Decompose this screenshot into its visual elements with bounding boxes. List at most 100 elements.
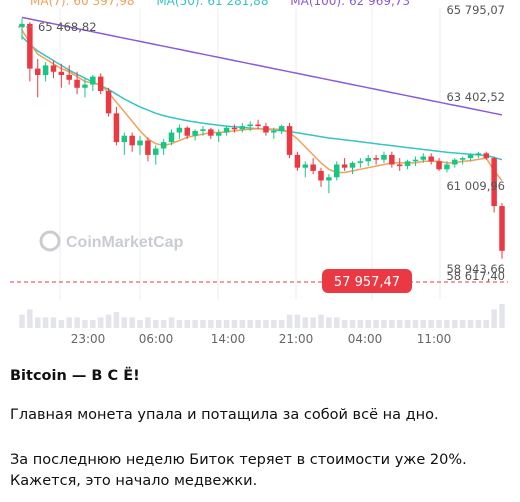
candle-up <box>452 158 458 168</box>
volume-bar <box>412 320 419 328</box>
candle-down <box>373 154 379 165</box>
candles <box>19 18 505 259</box>
candle-up <box>168 129 175 146</box>
volume-bar <box>82 320 88 328</box>
candle-up <box>475 151 482 159</box>
candle-body <box>168 132 175 143</box>
candle-body <box>82 84 88 88</box>
candle-body <box>113 113 120 143</box>
volume-bar <box>420 320 427 328</box>
candle-body <box>420 156 427 160</box>
candle-body <box>491 158 497 207</box>
candle-body <box>160 142 167 149</box>
candle-body <box>215 132 222 136</box>
post-title: Bitcoin — В С Ё! <box>10 368 140 384</box>
candle-down <box>105 87 112 117</box>
candle-down <box>310 158 316 175</box>
candle-up <box>42 62 49 82</box>
volume-bar <box>184 320 190 328</box>
candle-body <box>200 129 206 131</box>
ma7-legend: MA(7): 60 397,98 <box>30 0 135 8</box>
volume-bar <box>223 320 230 328</box>
candle-body <box>184 127 190 136</box>
candle-up <box>271 127 277 139</box>
candle-body <box>444 164 450 170</box>
candle-body <box>176 127 183 133</box>
candle-body <box>318 170 324 181</box>
candle-body <box>381 154 387 160</box>
candle-body <box>145 140 151 155</box>
volume-bar <box>74 317 80 328</box>
volume-bar <box>436 320 442 328</box>
volume-bar <box>42 317 49 328</box>
candle-up <box>278 124 285 135</box>
volume-bar <box>255 320 261 328</box>
volume-bar <box>373 320 379 328</box>
candle-down <box>286 122 293 159</box>
candle-up <box>239 122 246 133</box>
candle-body <box>349 162 356 168</box>
x-tick-label: 04:00 <box>348 332 383 346</box>
candle-up <box>215 129 222 143</box>
candle-down <box>113 106 120 146</box>
candle-body <box>247 124 253 127</box>
candle-body <box>302 164 309 168</box>
candle-body <box>223 127 230 133</box>
x-tick-label: 06:00 <box>139 332 174 346</box>
x-tick-label: 23:00 <box>71 332 106 346</box>
candle-down <box>436 158 442 171</box>
post-paragraph: За последнюю неделю Биток теряет в стоим… <box>10 450 510 492</box>
candle-body <box>58 71 65 75</box>
candle-body <box>97 76 104 91</box>
candle-up <box>459 156 466 165</box>
volume-bar <box>286 314 293 328</box>
volume-bar <box>160 320 167 328</box>
candle-down <box>74 71 80 95</box>
candle-down <box>145 137 151 162</box>
volume-bar <box>326 317 332 328</box>
volume-bar <box>334 317 340 328</box>
moving-averages <box>21 16 503 181</box>
volume-bar <box>247 320 253 328</box>
candle-up <box>357 158 364 168</box>
price-label: 61 009,96 <box>446 179 505 193</box>
candle-body <box>428 156 434 162</box>
candle-body <box>105 90 112 114</box>
candle-body <box>341 164 348 168</box>
candle-up <box>365 154 371 167</box>
candle-body <box>412 159 419 162</box>
candle-down <box>34 58 41 98</box>
candle-body <box>365 158 371 162</box>
candle-up <box>404 159 411 170</box>
candle-up <box>302 161 309 178</box>
ma50-legend: MA(50): 61 281,88 <box>156 0 269 8</box>
volume-bar <box>215 320 222 328</box>
candle-down <box>389 151 395 168</box>
candle-down <box>428 153 434 165</box>
volume-bar <box>192 320 198 328</box>
price-label: 63 402,52 <box>446 90 505 104</box>
x-tick-label: 21:00 <box>279 332 314 346</box>
volume-bar <box>208 320 214 328</box>
candle-up <box>467 153 474 162</box>
volume-bar <box>278 320 285 328</box>
volume-bar <box>90 320 96 328</box>
candle-down <box>184 126 190 139</box>
volume-bar <box>444 320 450 328</box>
candle-down <box>491 156 497 213</box>
candle-up <box>444 161 450 173</box>
volume-bar <box>66 317 72 328</box>
candle-up <box>176 124 183 139</box>
candle-up <box>349 161 356 175</box>
volume-bar <box>239 320 246 328</box>
candle-down <box>66 65 72 85</box>
candle-body <box>373 158 379 160</box>
volume-bar <box>310 317 316 328</box>
volume-bar <box>58 320 65 328</box>
candle-body <box>475 153 482 155</box>
candle-body <box>278 126 285 131</box>
chart-canvas: CoinMarketCap 65 795,07 65 468,82 63 402,5… <box>10 3 508 346</box>
candle-down <box>263 122 269 136</box>
candle-body <box>27 23 33 69</box>
candle-down <box>58 63 65 88</box>
